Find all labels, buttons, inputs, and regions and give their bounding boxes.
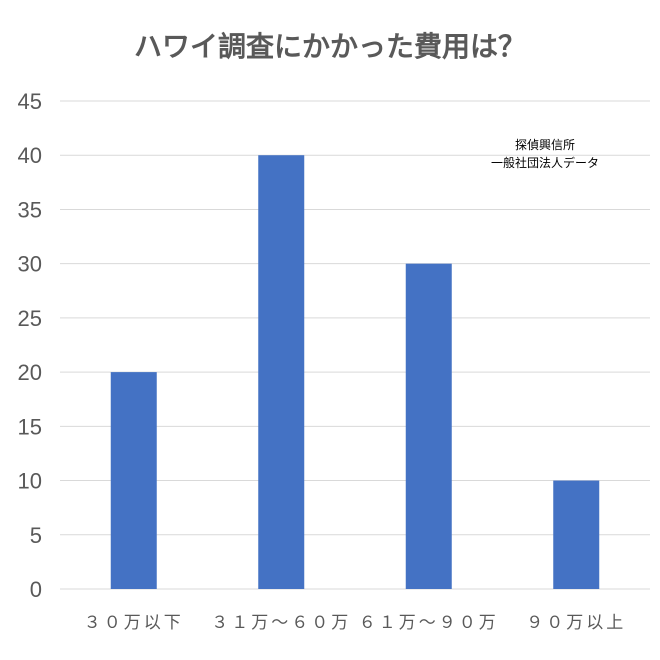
annotation: 探偵興信所 一般社団法人データ — [491, 138, 599, 170]
y-tick-label: 20 — [18, 360, 42, 385]
y-axis: 0 5 10 15 20 25 30 35 40 45 — [18, 89, 42, 602]
annotation-line-2: 一般社団法人データ — [491, 155, 599, 170]
y-tick-label: 0 — [30, 577, 42, 602]
gridlines — [60, 100, 650, 590]
bars — [110, 155, 600, 589]
y-tick-label: 40 — [18, 143, 42, 168]
y-tick-label: 5 — [30, 523, 42, 548]
y-tick-label: 35 — [18, 197, 42, 222]
y-tick-label: 45 — [18, 89, 42, 114]
x-tick-label: ９０万以上 — [526, 613, 626, 633]
annotation-line-1: 探偵興信所 — [515, 138, 575, 152]
bar — [553, 480, 600, 589]
x-axis: ３０万以下 ３１万～６０万 ６１万～９０万 ９０万以上 — [84, 613, 626, 633]
y-tick-label: 25 — [18, 306, 42, 331]
y-tick-label: 30 — [18, 252, 42, 277]
x-tick-label: ３０万以下 — [84, 613, 184, 633]
chart-title: ハワイ調査にかかった費用は？ — [134, 30, 526, 63]
bar — [110, 372, 157, 589]
y-tick-label: 15 — [18, 414, 42, 439]
x-tick-label: ３１万～６０万 — [211, 613, 351, 633]
y-tick-label: 10 — [18, 469, 42, 494]
bar — [405, 263, 452, 589]
bar — [258, 155, 305, 589]
x-tick-label: ６１万～９０万 — [359, 613, 499, 633]
